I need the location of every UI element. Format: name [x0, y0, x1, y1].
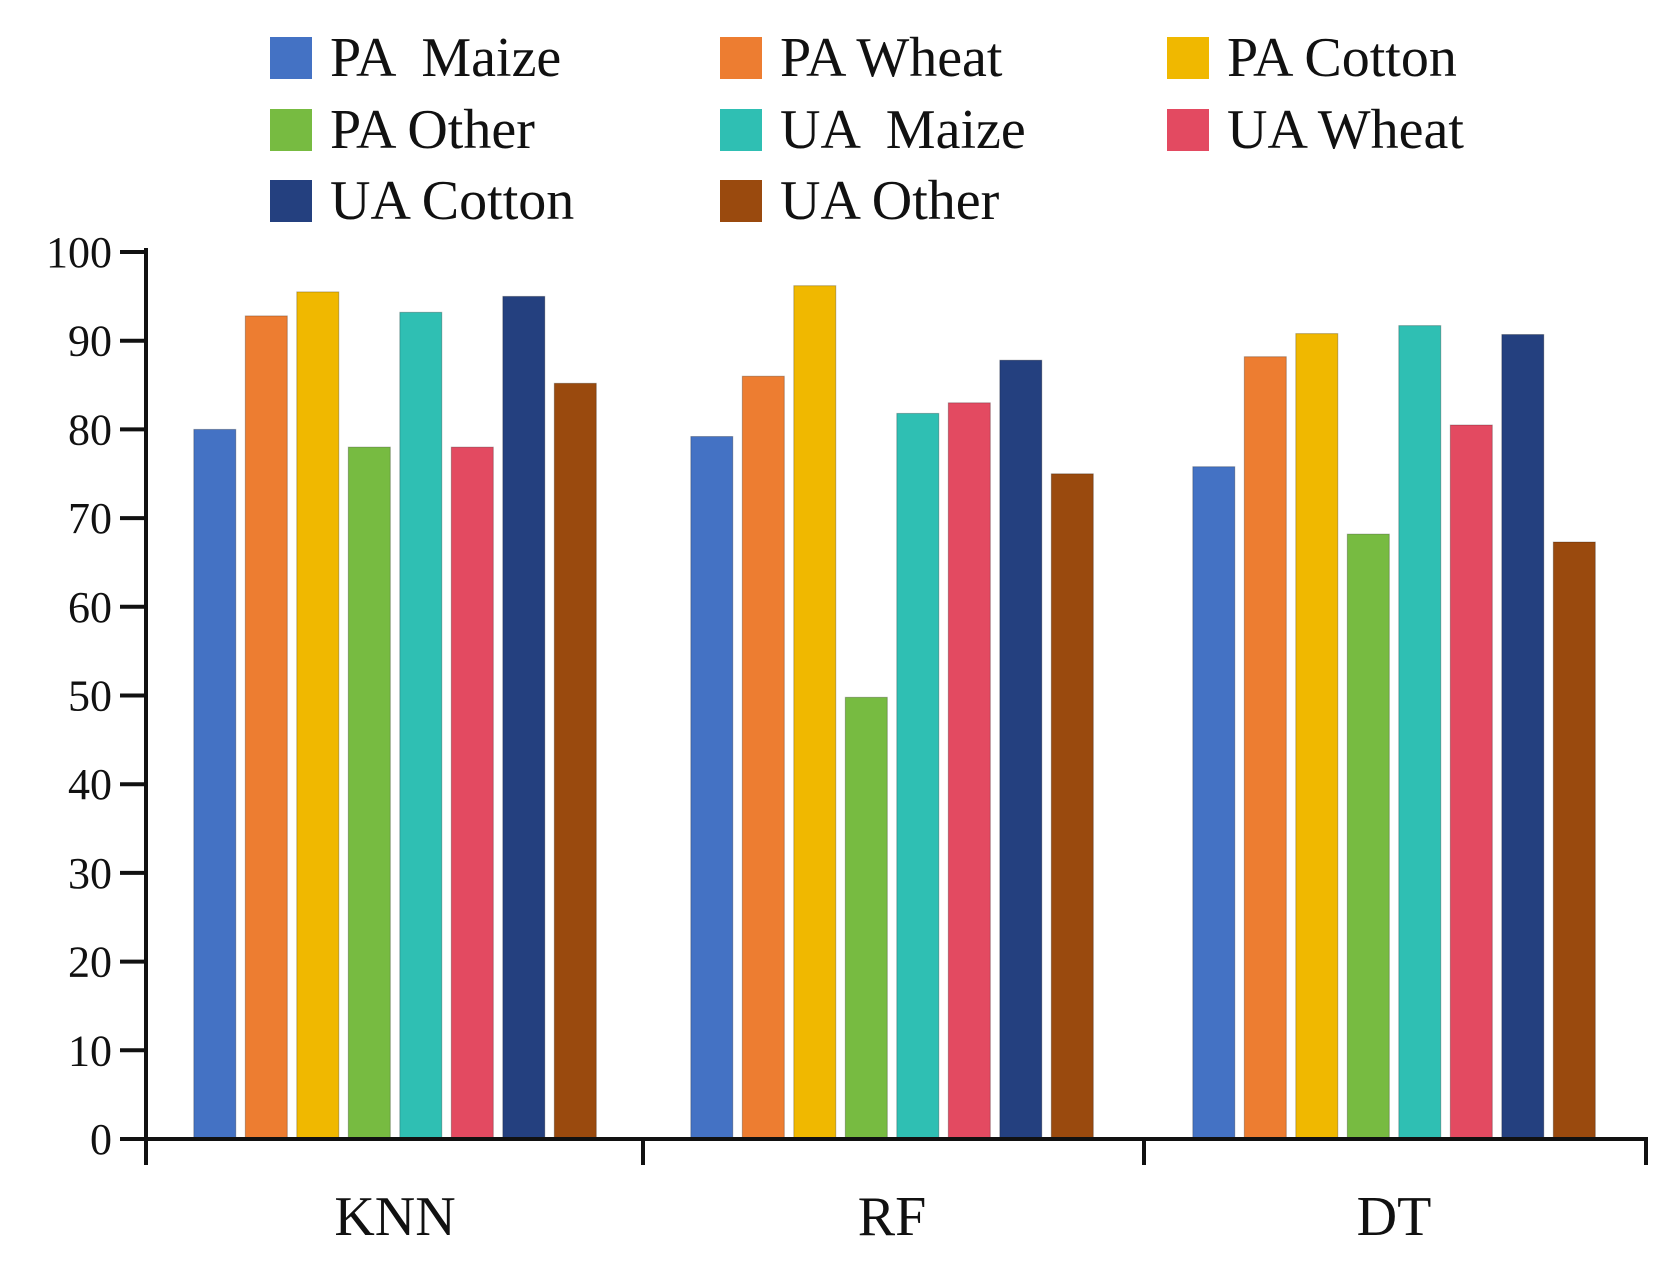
- bar-rf-pa-other: [844, 696, 888, 1140]
- bar-knn-pa-cotton: [296, 291, 340, 1140]
- bar-knn-ua-wheat: [450, 446, 494, 1140]
- legend-label-pa-wheat: PA Wheat: [780, 27, 1003, 89]
- bar-dt-ua-maize: [1398, 325, 1442, 1140]
- legend-swatch-pa-maize: [270, 37, 312, 79]
- x-tick-label-knn: KNN: [334, 1186, 455, 1248]
- x-axis: KNN RF DT: [144, 1137, 1648, 1248]
- y-tick-label-10: 10: [68, 1026, 112, 1075]
- y-tick-label-80: 80: [68, 405, 112, 454]
- legend-label-ua-cotton: UA Cotton: [330, 170, 574, 232]
- bar-rf-ua-wheat: [947, 402, 991, 1140]
- bar-dt-pa-wheat: [1243, 356, 1287, 1140]
- bar-knn-ua-cotton: [502, 295, 546, 1140]
- bar-knn-pa-wheat: [244, 315, 288, 1140]
- legend-label-pa-cotton: PA Cotton: [1227, 27, 1457, 89]
- legend-swatch-ua-wheat: [1167, 109, 1209, 151]
- bar-rf-pa-wheat: [741, 375, 785, 1140]
- y-tick-label-100: 100: [46, 228, 112, 277]
- legend-label-ua-other: UA Other: [780, 170, 1000, 232]
- bar-rf-pa-maize: [690, 436, 734, 1140]
- bar-knn-ua-maize: [399, 311, 443, 1140]
- bar-dt-ua-wheat: [1449, 424, 1493, 1140]
- y-tick-label-50: 50: [68, 672, 112, 721]
- x-tick-label-dt: DT: [1357, 1186, 1432, 1248]
- legend-swatch-ua-other: [720, 180, 762, 222]
- bars: [193, 285, 1596, 1140]
- legend-label-ua-maize: UA Maize: [780, 99, 1026, 161]
- legend-swatch-pa-other: [270, 109, 312, 151]
- legend-swatch-pa-cotton: [1167, 37, 1209, 79]
- bar-knn-pa-maize: [193, 428, 237, 1140]
- y-tick-label-60: 60: [68, 583, 112, 632]
- bar-dt-ua-other: [1552, 541, 1596, 1140]
- y-tick-label-20: 20: [68, 938, 112, 987]
- bar-dt-pa-maize: [1192, 466, 1236, 1140]
- bar-rf-ua-maize: [896, 412, 940, 1140]
- bar-dt-pa-other: [1346, 533, 1390, 1140]
- bar-rf-ua-other: [1050, 473, 1094, 1140]
- y-axis: 0 10 20 30 40 50 60 70 80 90 100: [46, 228, 148, 1164]
- bar-knn-ua-other: [553, 382, 597, 1140]
- y-tick-label-40: 40: [68, 760, 112, 809]
- legend-label-pa-maize: PA Maize: [330, 27, 561, 89]
- y-tick-label-70: 70: [68, 494, 112, 543]
- legend-label-ua-wheat: UA Wheat: [1227, 99, 1464, 161]
- bar-knn-pa-other: [347, 446, 391, 1140]
- y-tick-label-30: 30: [68, 849, 112, 898]
- bar-dt-ua-cotton: [1501, 334, 1545, 1140]
- legend-swatch-pa-wheat: [720, 37, 762, 79]
- y-tick-label-0: 0: [90, 1115, 112, 1164]
- bar-dt-pa-cotton: [1295, 333, 1339, 1140]
- bar-rf-pa-cotton: [793, 285, 837, 1140]
- legend-swatch-ua-maize: [720, 109, 762, 151]
- legend: PA Maize PA Wheat PA Cotton PA Other UA Maiz…: [270, 27, 1464, 232]
- bar-rf-ua-cotton: [999, 359, 1043, 1140]
- x-tick-label-rf: RF: [858, 1186, 927, 1248]
- legend-swatch-ua-cotton: [270, 180, 312, 222]
- legend-label-pa-other: PA Other: [330, 99, 535, 161]
- y-tick-label-90: 90: [68, 317, 112, 366]
